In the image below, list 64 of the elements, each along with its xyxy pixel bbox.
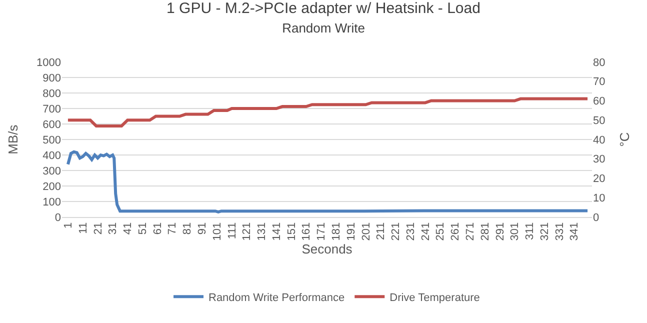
x-axis-title: Seconds bbox=[302, 241, 353, 256]
x-tick-label: 311 bbox=[524, 222, 536, 240]
y2-tick-label: 60 bbox=[593, 96, 606, 108]
x-tick-label: 31 bbox=[107, 222, 120, 235]
x-tick-label: 1 bbox=[62, 222, 75, 229]
y-tick-label: 200 bbox=[42, 180, 61, 193]
chart-subtitle: Random Write bbox=[282, 20, 365, 36]
x-tick-label: 141 bbox=[270, 222, 283, 241]
y-tick-label: 400 bbox=[42, 150, 61, 162]
y-tick-label: 600 bbox=[42, 118, 61, 131]
x-tick-label: 161 bbox=[300, 222, 313, 241]
y2-tick-label: 50 bbox=[593, 114, 606, 127]
chart-title: 1 GPU - M.2->PCIe adapter w/ Heatsink - Load bbox=[166, 0, 480, 17]
y-tick-label: 300 bbox=[42, 165, 61, 178]
y-tick-label: 900 bbox=[42, 72, 61, 84]
x-tick-label: 11 bbox=[77, 222, 90, 234]
y-tick-label: 700 bbox=[42, 103, 61, 116]
x-tick-label: 81 bbox=[182, 222, 194, 235]
y2-tick-label: 0 bbox=[593, 212, 600, 224]
y-tick-label: 800 bbox=[42, 88, 61, 100]
x-tick-label: 171 bbox=[316, 222, 328, 241]
line-series bbox=[66, 150, 590, 214]
x-tick-label: 111 bbox=[226, 222, 238, 240]
x-tick-label: 181 bbox=[330, 222, 343, 241]
line-series bbox=[66, 97, 590, 128]
legend-label: Drive Temperature bbox=[390, 292, 480, 304]
legend-label: Random Write Performance bbox=[208, 292, 345, 304]
x-tick-label: 211 bbox=[375, 222, 388, 240]
x-tick-label: 341 bbox=[568, 222, 581, 241]
x-tick-label: 21 bbox=[92, 222, 104, 235]
x-tick-label: 221 bbox=[390, 222, 402, 241]
y2-tick-label: 20 bbox=[593, 173, 606, 186]
y-tick-label: 0 bbox=[54, 212, 61, 224]
x-tick-label: 201 bbox=[360, 222, 372, 241]
x-tick-label: 301 bbox=[509, 222, 522, 241]
y2-tick-label: 10 bbox=[593, 192, 606, 204]
y-tick-label: 1000 bbox=[36, 56, 61, 69]
y2-axis-title: °C bbox=[616, 132, 632, 147]
y2-tick-label: 70 bbox=[593, 76, 606, 88]
x-tick-label: 101 bbox=[211, 222, 224, 241]
x-tick-label: 51 bbox=[136, 222, 149, 235]
x-tick-label: 71 bbox=[166, 222, 179, 235]
y2-tick-label: 40 bbox=[593, 134, 606, 146]
x-tick-label: 271 bbox=[464, 222, 476, 241]
x-tick-label: 251 bbox=[434, 222, 447, 241]
y-tick-label: 100 bbox=[42, 196, 61, 208]
x-tick-label: 121 bbox=[241, 222, 254, 241]
x-tick-label: 291 bbox=[494, 222, 506, 241]
x-tick-label: 231 bbox=[404, 222, 417, 241]
x-tick-label: 261 bbox=[450, 222, 462, 241]
x-tick-label: 91 bbox=[196, 222, 209, 235]
x-tick-label: 331 bbox=[554, 222, 566, 241]
y2-tick-label: 30 bbox=[593, 154, 606, 166]
y-tick-label: 500 bbox=[42, 134, 61, 146]
y-axis-title: MB/s bbox=[5, 124, 20, 154]
x-tick-label: 131 bbox=[256, 222, 268, 241]
x-tick-label: 41 bbox=[122, 222, 134, 235]
x-tick-label: 321 bbox=[538, 222, 551, 241]
x-tick-label: 241 bbox=[420, 222, 432, 241]
x-tick-label: 61 bbox=[152, 222, 164, 235]
y2-tick-label: 80 bbox=[593, 56, 606, 69]
x-tick-label: 151 bbox=[286, 222, 298, 241]
x-tick-label: 191 bbox=[345, 222, 358, 241]
x-tick-label: 281 bbox=[479, 222, 492, 241]
